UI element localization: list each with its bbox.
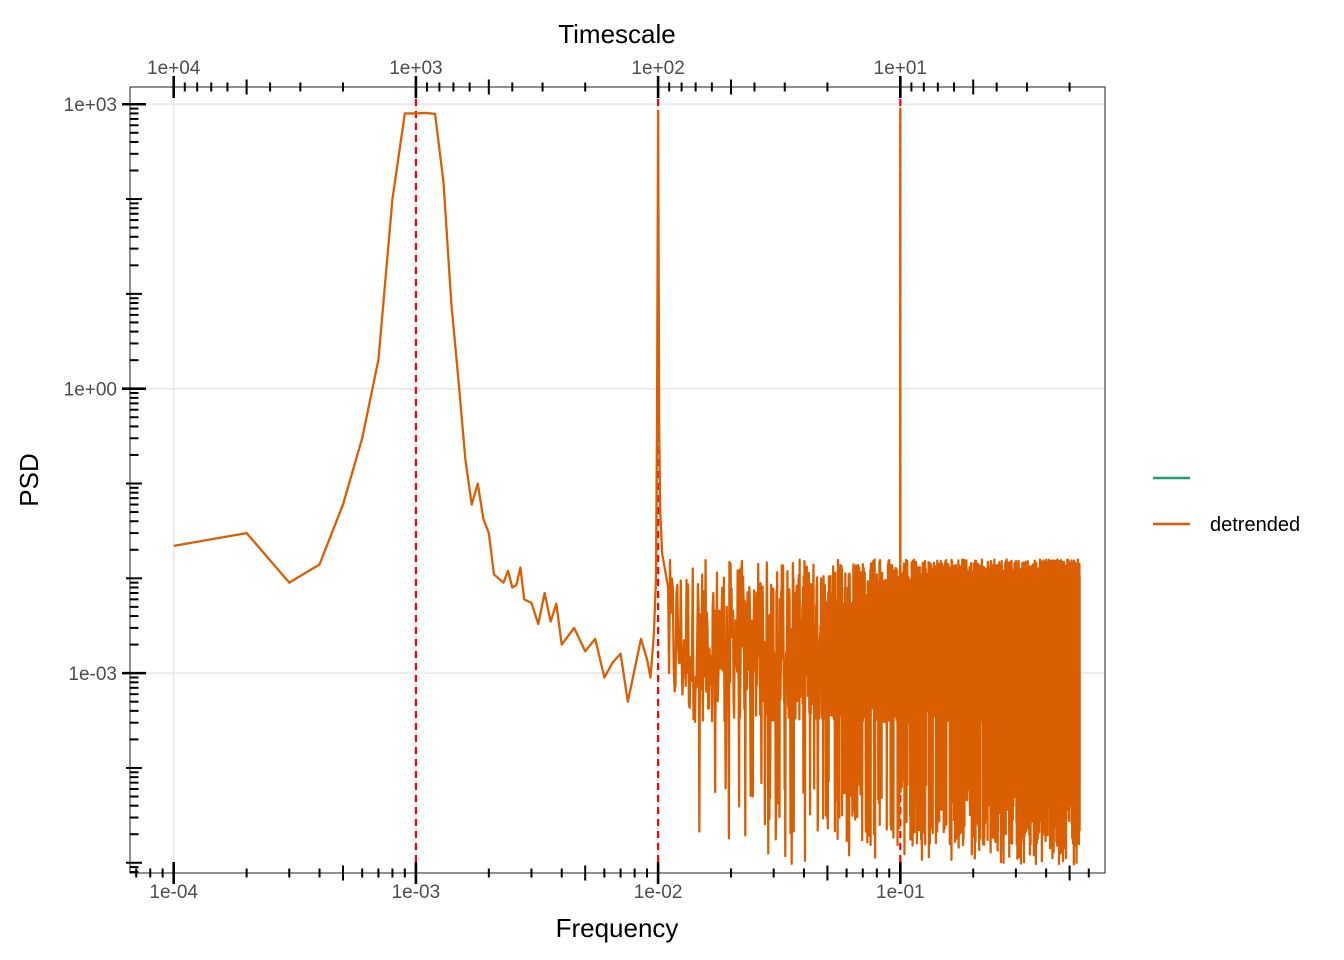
y-axis-title: PSD — [14, 453, 44, 506]
y-tick-label-2: 1e-03 — [68, 664, 117, 685]
plot-panel-border — [129, 86, 1106, 874]
y-tick-label-0: 1e+03 — [64, 95, 117, 116]
x-tick-label-3: 1e-01 — [876, 882, 925, 903]
y-tick-label-1: 1e+00 — [64, 380, 117, 401]
axis-ticks — [122, 76, 1090, 884]
series-detrended-line — [173, 107, 1081, 866]
x-tick-label-2: 1e-02 — [634, 882, 683, 903]
top-axis-title: Timescale — [558, 19, 676, 49]
x2-tick-label-3: 1e+01 — [874, 58, 927, 79]
tick-labels: 1e-04 1e-03 1e-02 1e-01 1e+04 1e+03 1e+02 1e+01… — [64, 58, 927, 903]
x-axis-title: Frequency — [556, 913, 679, 943]
x2-tick-label-2: 1e+02 — [631, 58, 684, 79]
x2-tick-label-0: 1e+04 — [147, 58, 201, 79]
x-tick-label-1: 1e-03 — [392, 882, 441, 903]
x2-tick-label-1: 1e+03 — [389, 58, 442, 79]
series-lines — [173, 107, 1081, 866]
legend: detrended — [1153, 476, 1300, 536]
x-tick-label-0: 1e-04 — [149, 882, 198, 903]
legend-label-detrended: detrended — [1210, 514, 1300, 536]
